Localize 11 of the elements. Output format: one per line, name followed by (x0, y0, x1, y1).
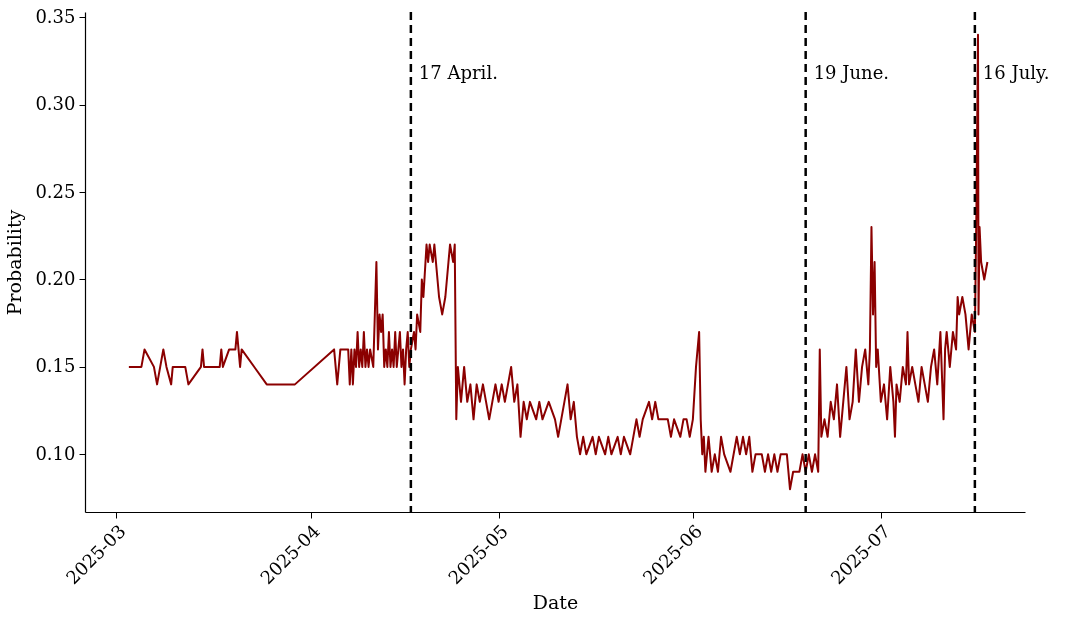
y-tick-label: 0.20 (35, 267, 76, 289)
y-tick-label: 0.35 (35, 5, 76, 27)
y-tick-label: 0.10 (35, 442, 76, 464)
y-tick-label: 0.25 (35, 180, 76, 202)
x-axis-title: Date (532, 591, 579, 614)
y-axis-title: Probability (3, 209, 26, 316)
ref-line-label: 16 July. (982, 62, 1050, 83)
ref-line-label: 17 April. (418, 62, 498, 83)
y-tick-label: 0.15 (35, 355, 76, 377)
y-tick-label: 0.30 (35, 93, 76, 115)
ref-line-label: 19 June. (813, 62, 890, 83)
